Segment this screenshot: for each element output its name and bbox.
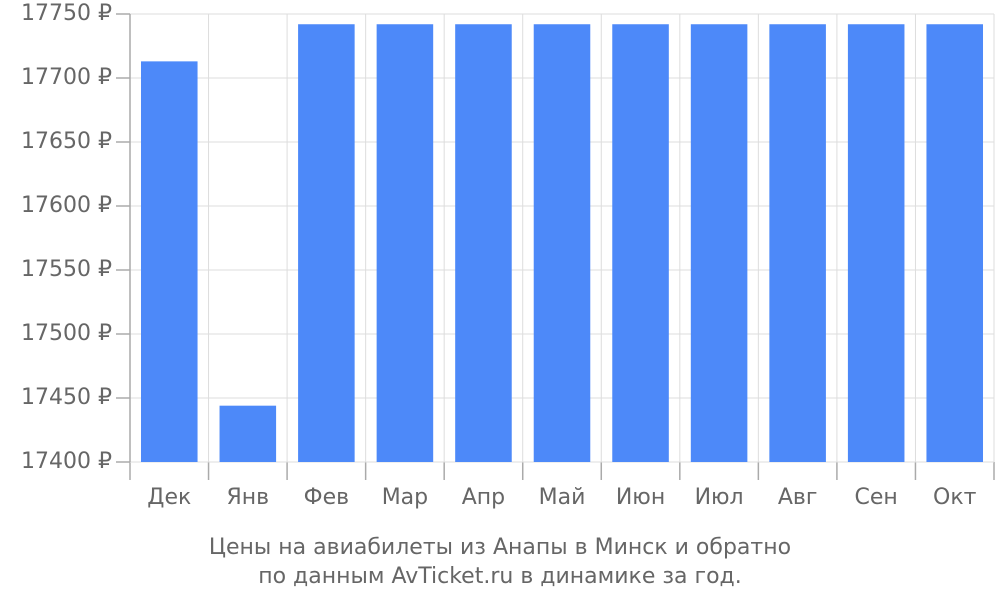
- y-tick-label: 17750 ₽: [21, 1, 112, 26]
- y-tick-label: 17400 ₽: [21, 449, 112, 474]
- y-tick-label: 17550 ₽: [21, 257, 112, 282]
- y-tick-label: 17500 ₽: [21, 321, 112, 346]
- bar: [769, 24, 826, 463]
- y-tick-label: 17700 ₽: [21, 65, 112, 90]
- x-tick-label: Фев: [304, 485, 349, 510]
- y-tick-label: 17600 ₽: [21, 193, 112, 218]
- bar: [298, 24, 355, 463]
- bar: [376, 24, 434, 463]
- x-tick-label: Июн: [616, 485, 665, 510]
- y-tick-label: 17650 ₽: [21, 129, 112, 154]
- chart-title: Цены на авиабилеты из Анапы в Минск и об…: [209, 535, 791, 560]
- bar: [140, 61, 198, 463]
- x-tick-label: Май: [539, 485, 586, 510]
- x-tick-label: Окт: [933, 485, 977, 510]
- bar: [612, 24, 669, 463]
- x-tick-label: Сен: [855, 485, 898, 510]
- bar: [926, 24, 984, 463]
- x-tick-label: Дек: [147, 485, 191, 510]
- x-tick-label: Янв: [226, 485, 269, 510]
- bar: [533, 24, 591, 463]
- x-tick-label: Июл: [695, 485, 744, 510]
- y-tick-label: 17450 ₽: [21, 385, 112, 410]
- bar: [847, 24, 905, 463]
- x-tick-label: Авг: [778, 485, 818, 510]
- bar: [690, 24, 748, 463]
- bar: [455, 24, 512, 463]
- bar: [219, 405, 277, 462]
- chart-subtitle: по данным AvTicket.ru в динамике за год.: [258, 564, 742, 589]
- x-tick-label: Апр: [462, 485, 505, 510]
- x-tick-label: Мар: [382, 485, 428, 510]
